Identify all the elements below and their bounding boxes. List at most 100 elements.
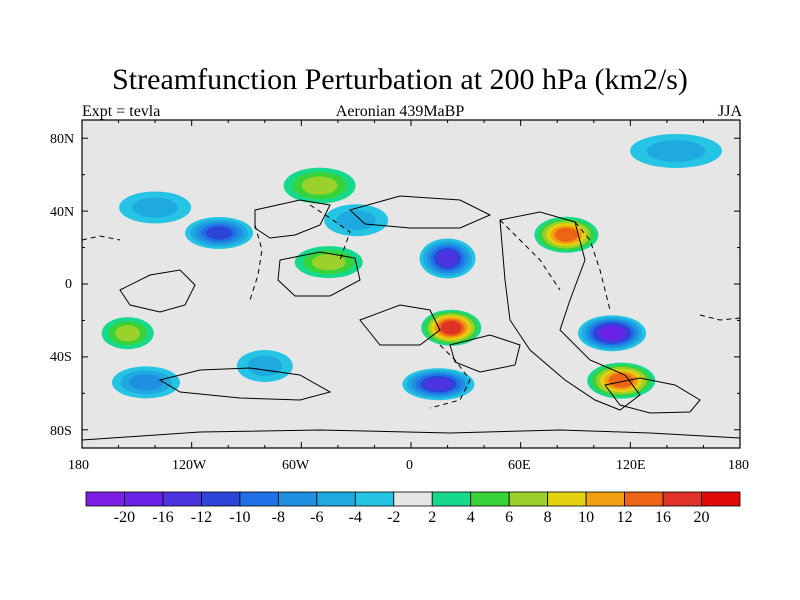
low-center [630,133,723,168]
coastline-dashed [499,219,561,291]
coastline [604,377,701,414]
colorbar-label: 8 [543,509,552,526]
x-tick-label: 180 [68,458,89,473]
coastline [449,334,521,373]
colorbar-label: -16 [152,509,174,526]
high-center [283,167,356,204]
contour-band [440,320,462,335]
contour-band [600,326,625,340]
colorbar-swatch [393,491,433,507]
colorbar-label: 4 [466,509,475,526]
contour-band [301,176,338,195]
colorbar-label: 2 [428,509,437,526]
colorbar [85,491,741,507]
contour-band [247,355,282,377]
coastline [359,304,441,346]
map-background [82,120,740,448]
season-label: JJA [717,103,742,120]
contour-fill-layer [82,120,740,448]
contour-band [554,227,579,242]
contour-band [437,250,458,267]
low-center [111,366,180,399]
colorbar-swatch [701,491,741,507]
y-tick-label: 0 [65,277,72,292]
x-tick-label: 60E [508,458,531,473]
x-tick-label: 120E [616,458,646,473]
colorbar-swatch [162,491,202,507]
low-center [402,368,475,401]
colorbar-swatch [470,491,510,507]
colorbar-swatch [354,491,395,507]
contour-band [132,197,178,218]
experiment-label: Expt = tevla [82,103,161,120]
coastline [499,211,641,411]
colorbar-swatch [547,491,587,507]
x-tick-label: 60W [282,458,310,473]
x-tick-label: 0 [406,458,413,473]
coastline [254,199,331,239]
contour-band [336,210,377,231]
coastline-dashed [699,314,740,321]
coastline [119,269,196,313]
colorbar-swatch [124,491,164,507]
high-center [587,362,656,399]
coastline [277,251,361,297]
coastline-dashed [82,235,121,241]
x-tick-label: 180 [728,458,749,473]
high-center [421,309,482,346]
colorbar-label: 10 [578,509,595,526]
colorbar-label: -2 [387,509,401,526]
coastline-dashed [309,204,351,261]
y-tick-label: 40N [50,205,75,220]
coastline-dashed [429,344,471,409]
low-center [119,191,192,224]
y-tick-label: 80S [50,424,72,439]
low-center [324,204,389,237]
colorbar-label: -4 [348,509,362,526]
high-center [294,246,363,279]
contour-band [115,325,141,342]
colorbar-swatch [85,491,125,507]
colorbar-label: -12 [190,509,213,526]
colorbar-swatch [508,491,549,507]
colorbar-swatch [624,491,664,507]
y-tick-label: 80N [50,132,75,147]
colorbar-swatch [431,491,472,507]
colorbar-swatch [277,491,318,507]
colorbar-swatch [239,491,279,507]
colorbar-swatch [662,491,702,507]
low-center [578,315,647,352]
contour-band [646,140,706,162]
colorbar-label: 20 [693,509,710,526]
colorbar-swatch [316,491,356,507]
colorbar-label: -10 [229,509,251,526]
contour-band [205,226,233,240]
colorbar-label: -20 [113,509,136,526]
coastline [349,195,492,229]
coastline [158,367,332,401]
coastline-layer [82,195,740,448]
contour-band [608,373,634,388]
colorbar-swatch [201,491,241,507]
colorbar-label: -8 [271,509,285,526]
high-center [101,317,154,350]
low-center [185,216,254,249]
contour-band [424,378,452,391]
map-title: Streamfunction Perturbation at 200 hPa (… [112,63,688,96]
high-center [534,216,599,253]
coastline [82,429,740,448]
colorbar-swatch [585,491,625,507]
x-tick-label: 120W [172,458,207,473]
contour-band [311,254,346,271]
colorbar-label: -6 [310,509,324,526]
colorbar-label: 6 [505,509,514,526]
colorbar-label: 16 [655,509,672,526]
coastline-dashed [249,224,263,301]
coastline-dashed [574,221,611,311]
low-center [236,350,293,382]
y-tick-label: 40S [50,350,72,365]
colorbar-label: 12 [616,509,633,526]
period-label: Aeronian 439MaBP [335,103,465,120]
contour-band [129,374,163,391]
